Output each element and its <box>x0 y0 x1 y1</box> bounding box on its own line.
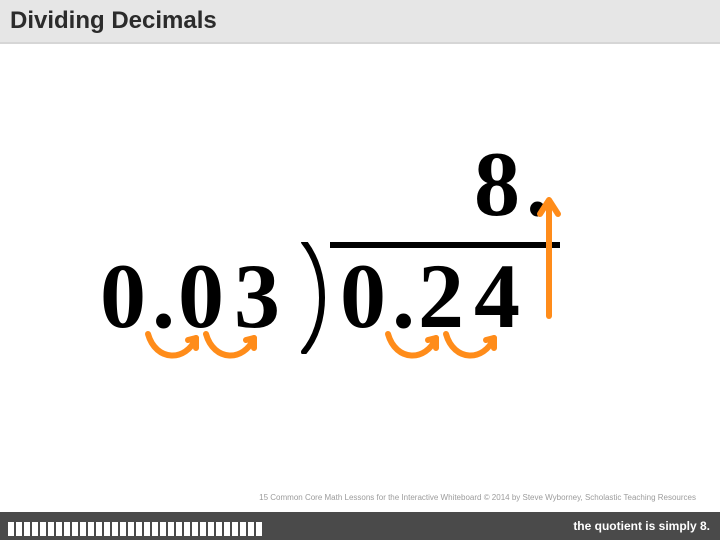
dividend-digit-0: 0 <box>340 250 386 342</box>
swoop-arrow-divisor-2 <box>200 328 264 370</box>
footer-decoration <box>8 522 262 536</box>
divisor-digit-0a: 0 <box>100 250 146 342</box>
math-area: 8 . 0 . 0 3 0 . 2 4 <box>0 120 720 400</box>
swoop-arrow-divisor-1 <box>142 328 206 370</box>
title-bar: Dividing Decimals <box>0 0 720 44</box>
footer-caption: the quotient is simply 8. <box>573 519 710 533</box>
slide-title: Dividing Decimals <box>10 7 217 35</box>
footer-bar: the quotient is simply 8. <box>0 512 720 540</box>
swoop-arrow-dividend-1 <box>382 328 446 370</box>
copyright-text: 15 Common Core Math Lessons for the Inte… <box>259 493 696 502</box>
swoop-arrow-dividend-2 <box>440 328 504 370</box>
decimal-up-arrow <box>534 190 564 320</box>
slide: Dividing Decimals 8 . 0 . 0 3 0 . 2 4 <box>0 0 720 540</box>
quotient-digit-8: 8 <box>474 138 520 230</box>
